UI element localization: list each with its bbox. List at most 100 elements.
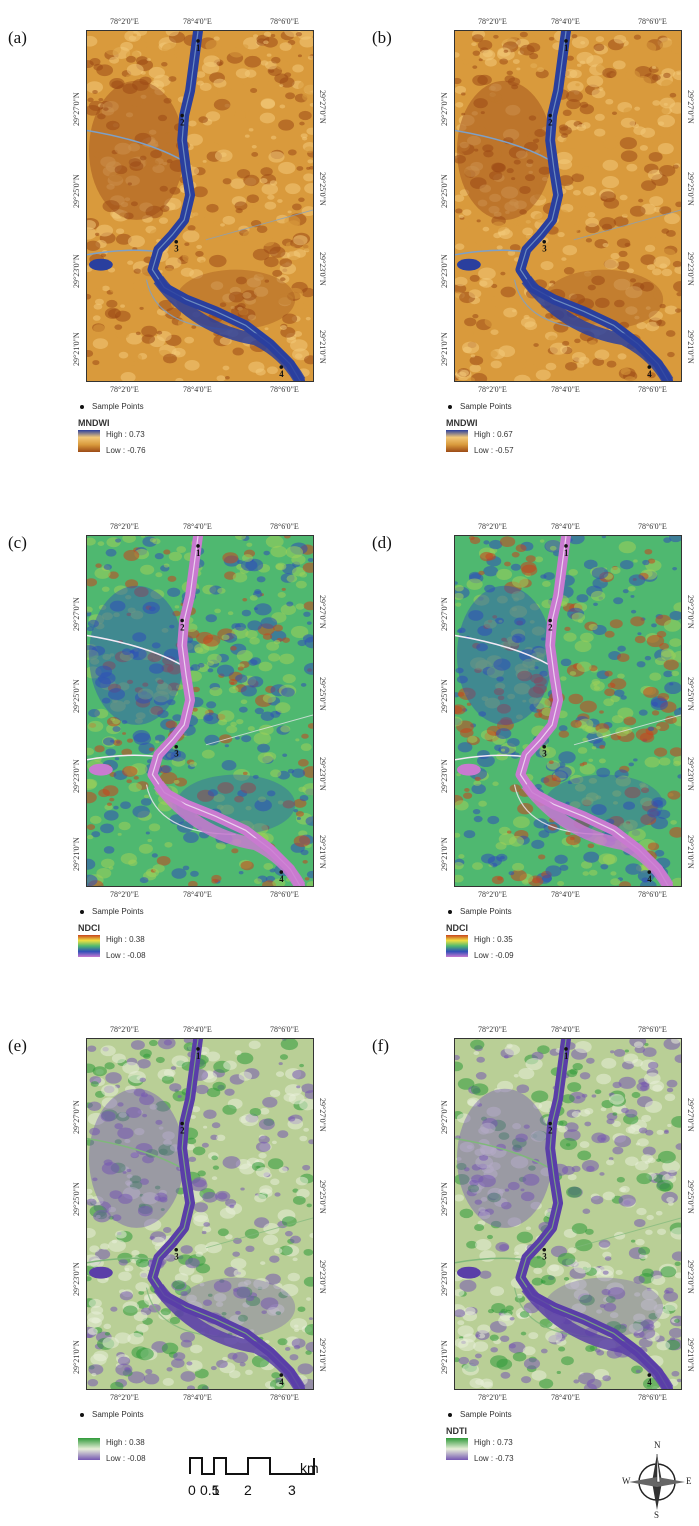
top-tick-label: 78°6'0"E — [270, 1025, 299, 1034]
scale-bar-label: 0 — [188, 1482, 196, 1498]
sample-point-label: 1 — [196, 43, 200, 53]
top-tick-label: 78°2'0"E — [110, 17, 139, 26]
raster-map: 1 2 3 4 — [86, 1038, 314, 1390]
left-tick-label: 29°27'0"N — [440, 92, 449, 126]
left-tick-label: 29°25'0"N — [440, 174, 449, 208]
sample-point: 1 — [196, 1047, 200, 1061]
right-tick-label: 29°21'0"N — [686, 1338, 695, 1372]
compass-label-n: N — [654, 1440, 661, 1450]
map-raster: 1 2 3 4 — [455, 1039, 681, 1389]
top-tick-label: 78°6'0"E — [270, 17, 299, 26]
top-tick-label: 78°6'0"E — [270, 522, 299, 531]
sample-point-label: 3 — [174, 244, 179, 254]
legend-high: High : 0.67 — [474, 430, 513, 439]
raster-map: 1 2 3 4 — [454, 535, 682, 887]
sample-point: 2 — [180, 618, 185, 632]
sample-point: 3 — [542, 745, 547, 759]
right-tick-label: 29°23'0"N — [686, 757, 695, 791]
panel-label: (f) — [372, 1036, 389, 1055]
legend-high: High : 0.73 — [474, 1438, 513, 1447]
map-raster: 1 2 3 4 — [455, 536, 681, 886]
right-tick-label: 29°21'0"N — [318, 330, 327, 364]
map-raster: 1 2 3 4 — [87, 31, 313, 381]
compass-rose-icon — [629, 1453, 685, 1510]
legend-high: High : 0.73 — [106, 430, 145, 439]
bottom-tick-label: 78°6'0"E — [638, 1393, 667, 1402]
raster-map: 1 2 3 4 — [454, 1038, 682, 1390]
right-tick-label: 29°27'0"N — [686, 1098, 695, 1132]
sample-point-label: 3 — [174, 1252, 179, 1262]
color-ramp — [78, 430, 100, 452]
sample-point-label: 1 — [564, 548, 568, 558]
sample-points-legend: Sample Points — [80, 907, 144, 916]
sample-point: 4 — [647, 1373, 652, 1387]
north-arrow-compass: N S W E — [622, 1440, 692, 1520]
sample-point-label: 3 — [542, 1252, 547, 1262]
bottom-tick-label: 78°4'0"E — [183, 1393, 212, 1402]
sample-point-label: 4 — [279, 874, 284, 884]
point-symbol — [448, 909, 452, 914]
right-tick-label: 29°23'0"N — [318, 1260, 327, 1294]
map-raster: 1 2 3 4 — [87, 536, 313, 886]
sample-point: 2 — [548, 113, 553, 127]
legend-low: Low : -0.57 — [474, 446, 514, 455]
sample-point: 3 — [542, 240, 547, 254]
top-tick-label: 78°4'0"E — [183, 17, 212, 26]
legend-high: High : 0.35 — [474, 935, 513, 944]
left-tick-label: 29°25'0"N — [72, 174, 81, 208]
right-tick-label: 29°23'0"N — [686, 252, 695, 286]
left-tick-label: 29°27'0"N — [440, 597, 449, 631]
bottom-tick-label: 78°2'0"E — [110, 1393, 139, 1402]
sample-point: 3 — [542, 1248, 547, 1262]
compass-label-e: E — [686, 1476, 692, 1486]
sample-point: 1 — [196, 39, 200, 53]
right-tick-label: 29°25'0"N — [686, 172, 695, 206]
bottom-tick-label: 78°2'0"E — [110, 890, 139, 899]
right-tick-label: 29°27'0"N — [318, 595, 327, 629]
bottom-tick-label: 78°4'0"E — [551, 1393, 580, 1402]
bottom-tick-label: 78°4'0"E — [551, 385, 580, 394]
left-tick-label: 29°27'0"N — [72, 597, 81, 631]
bottom-tick-label: 78°4'0"E — [183, 385, 212, 394]
sample-point-label: 2 — [180, 117, 185, 127]
left-tick-label: 29°21'0"N — [440, 332, 449, 366]
left-tick-label: 29°21'0"N — [440, 837, 449, 871]
top-tick-label: 78°2'0"E — [110, 1025, 139, 1034]
color-ramp — [78, 1438, 100, 1460]
sample-points-label: Sample Points — [92, 907, 144, 916]
sample-point-label: 3 — [174, 749, 179, 759]
sample-points-legend: Sample Points — [80, 1410, 144, 1419]
sample-point: 3 — [174, 240, 179, 254]
sample-point: 2 — [548, 618, 553, 632]
raster-map: 1 2 3 4 — [86, 30, 314, 382]
raster-map: 1 2 3 4 — [86, 535, 314, 887]
index-name: NDTI — [446, 1426, 467, 1436]
bottom-tick-label: 78°6'0"E — [270, 890, 299, 899]
sample-point: 1 — [564, 544, 568, 558]
bottom-tick-label: 78°2'0"E — [478, 385, 507, 394]
left-tick-label: 29°23'0"N — [440, 1262, 449, 1296]
right-tick-label: 29°21'0"N — [686, 835, 695, 869]
top-tick-label: 78°2'0"E — [110, 522, 139, 531]
sample-point-label: 4 — [279, 369, 284, 379]
left-tick-label: 29°21'0"N — [72, 332, 81, 366]
bottom-tick-label: 78°4'0"E — [183, 890, 212, 899]
bottom-tick-label: 78°2'0"E — [110, 385, 139, 394]
sample-point: 1 — [564, 1047, 568, 1061]
sample-point: 3 — [174, 745, 179, 759]
right-tick-label: 29°27'0"N — [318, 1098, 327, 1132]
sample-points-label: Sample Points — [460, 907, 512, 916]
sample-points-label: Sample Points — [92, 1410, 144, 1419]
sample-point-label: 4 — [279, 1377, 284, 1387]
sample-point: 4 — [279, 365, 284, 379]
right-tick-label: 29°21'0"N — [686, 330, 695, 364]
top-tick-label: 78°4'0"E — [183, 1025, 212, 1034]
color-ramp — [446, 935, 468, 957]
left-tick-label: 29°25'0"N — [440, 1182, 449, 1216]
bottom-tick-label: 78°6'0"E — [638, 385, 667, 394]
color-ramp — [446, 430, 468, 452]
right-tick-label: 29°27'0"N — [686, 90, 695, 124]
color-ramp — [78, 935, 100, 957]
bottom-tick-label: 78°6'0"E — [638, 890, 667, 899]
right-tick-label: 29°25'0"N — [318, 677, 327, 711]
